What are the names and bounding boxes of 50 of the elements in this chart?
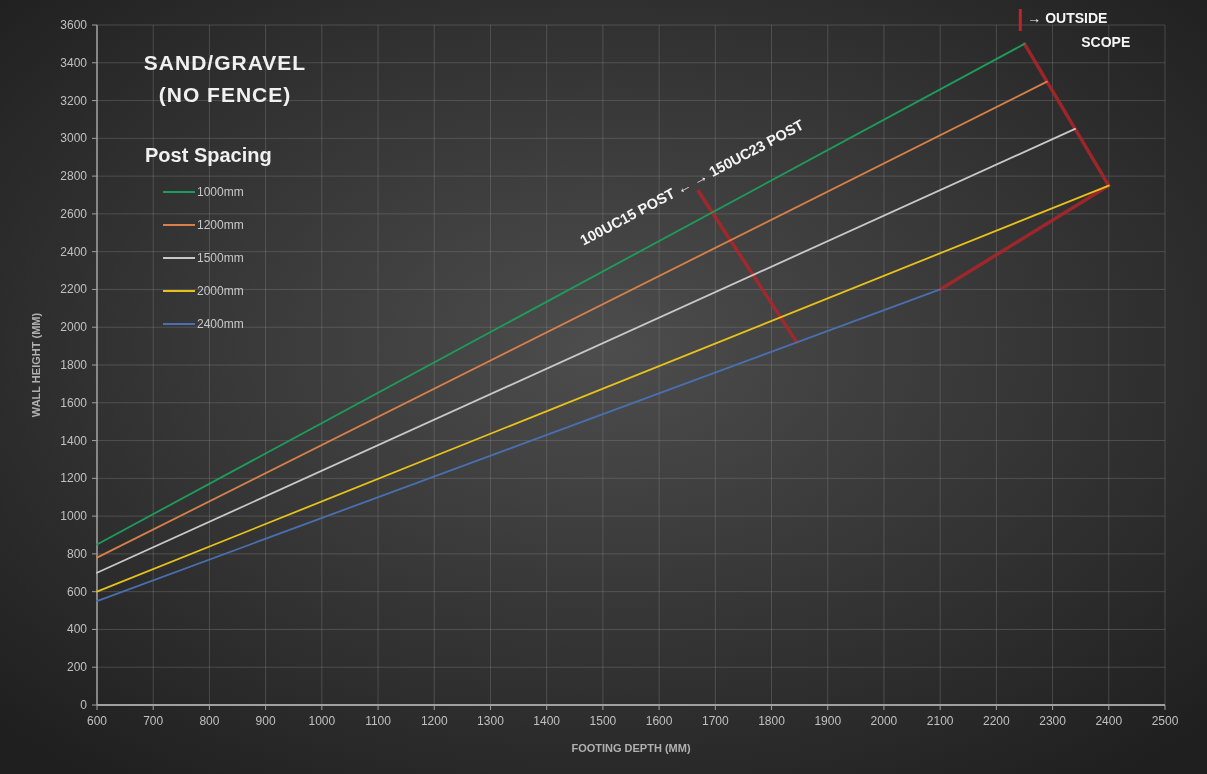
x-tick-label: 900 xyxy=(255,714,276,728)
y-tick-label: 800 xyxy=(66,546,88,561)
y-tick-label: 3200 xyxy=(60,93,88,108)
y-tick-label: 3000 xyxy=(60,131,88,146)
x-tick-label: 1800 xyxy=(758,714,786,728)
legend-label: 1000mm xyxy=(197,185,244,199)
x-tick-label: 1600 xyxy=(645,714,673,728)
legend-label: 1200mm xyxy=(197,218,244,232)
x-tick-label: 1500 xyxy=(589,714,617,728)
x-tick-label: 2300 xyxy=(1039,714,1067,728)
y-tick-label: 2000 xyxy=(60,320,88,335)
y-tick-label: 3600 xyxy=(60,18,88,32)
y-tick-label: 200 xyxy=(66,660,88,675)
x-tick-label: 2100 xyxy=(926,714,954,728)
y-tick-label: 1800 xyxy=(60,358,88,372)
legend-title: Post Spacing xyxy=(145,144,272,166)
text: SAND/GRAVEL xyxy=(143,51,307,74)
x-tick-label: 1700 xyxy=(701,714,729,728)
x-tick-label: 2000 xyxy=(870,714,898,728)
y-tick-label: 1400 xyxy=(60,433,88,448)
y-tick-label: 0 xyxy=(80,698,88,712)
y-tick-label: 2600 xyxy=(60,206,88,221)
x-tick-label: 1300 xyxy=(477,714,505,728)
y-axis-title: WALL HEIGHT (MM) xyxy=(30,312,42,418)
x-tick-label: 2500 xyxy=(1151,714,1179,728)
x-tick-label: 2400 xyxy=(1095,714,1123,728)
x-tick-label: 1100 xyxy=(365,714,392,728)
y-tick-label: 1600 xyxy=(60,395,88,410)
legend-label: 2400mm xyxy=(197,317,244,331)
legend-label: 1500mm xyxy=(197,251,244,265)
y-tick-label: 1200 xyxy=(60,471,88,486)
x-tick-label: 1200 xyxy=(420,714,448,728)
y-tick-label: 1000 xyxy=(60,509,88,524)
x-tick-label: 1000 xyxy=(308,714,336,728)
y-tick-label: 2400 xyxy=(60,244,88,259)
text: (NO FENCE) xyxy=(158,83,292,106)
y-tick-label: 2800 xyxy=(60,169,88,184)
y-tick-label: 400 xyxy=(66,622,88,637)
x-tick-label: 2200 xyxy=(983,714,1011,728)
annotation: → OUTSIDE SCOPE xyxy=(1027,10,1131,50)
x-tick-label: 1900 xyxy=(814,714,842,728)
x-axis-title: FOOTING DEPTH (MM) xyxy=(571,742,691,754)
x-tick-label: 800 xyxy=(199,714,220,728)
x-tick-label: 700 xyxy=(143,714,164,728)
y-tick-label: 3400 xyxy=(60,55,88,70)
x-tick-label: 600 xyxy=(86,714,108,728)
y-tick-label: 600 xyxy=(66,584,88,599)
y-tick-label: 2200 xyxy=(60,282,88,297)
x-tick-label: 1400 xyxy=(533,714,561,728)
legend-label: 2000mm xyxy=(197,284,244,298)
